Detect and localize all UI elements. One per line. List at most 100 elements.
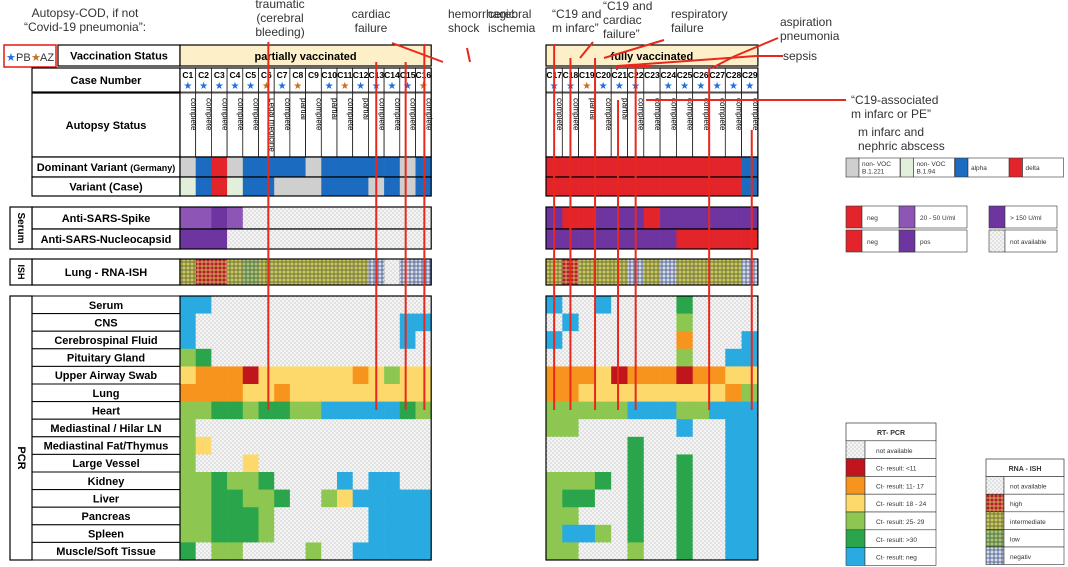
- pcr-cell: [195, 384, 212, 402]
- case-id: C8: [292, 70, 303, 80]
- pcr-cell: [611, 401, 628, 420]
- pcr-cell: [180, 296, 196, 314]
- pcr-cell: [643, 313, 661, 332]
- pcr-cell: [562, 542, 579, 561]
- ish-legend-label: high: [1010, 501, 1023, 508]
- pcr-cell: [305, 472, 322, 490]
- pcr-cell: [562, 436, 579, 455]
- lung-rna-ish-cell: [659, 258, 677, 286]
- anti-spike-cell: [578, 207, 596, 229]
- lung-rna-ish-cell: [242, 258, 259, 286]
- pcr-cell: [611, 296, 628, 314]
- pcr-cell: [643, 348, 661, 367]
- pcr-cell: [741, 401, 759, 420]
- case-id: C10: [321, 70, 337, 80]
- pcr-cell: [725, 524, 742, 543]
- pcr-cell: [242, 489, 259, 508]
- pcr-cell: [368, 419, 385, 438]
- pcr-cell: [180, 331, 196, 350]
- pcr-cell: [676, 524, 693, 543]
- pcr-cell: [643, 419, 661, 438]
- variant-case-cell: [242, 177, 259, 196]
- variant-case-cell: [741, 177, 759, 196]
- case-id: C20: [595, 70, 611, 80]
- anti-nucleocapsid-cell: [305, 229, 322, 249]
- autopsy-status-value: complete: [189, 98, 198, 131]
- pcr-cell: [578, 331, 596, 350]
- anti-spike-cell: [660, 207, 677, 229]
- pcr-cell: [352, 472, 369, 490]
- pcr-cell: [289, 348, 306, 367]
- pcr-cell: [643, 401, 661, 420]
- pcr-cell: [562, 472, 579, 490]
- pcr-cell: [725, 507, 742, 526]
- pcr-cell: [337, 366, 353, 385]
- ish-legend-label: intermediate: [1010, 519, 1046, 526]
- pcr-cell: [660, 507, 677, 526]
- pcr-cell: [337, 384, 353, 402]
- pcr-cell: [546, 401, 563, 420]
- pcr-cell: [368, 472, 385, 490]
- autopsy-status-value: complete: [751, 98, 760, 131]
- pcr-cell: [258, 296, 275, 314]
- pcr-tissue-label: Upper Airway Swab: [55, 370, 158, 382]
- pcr-cell: [562, 454, 579, 473]
- pcr-cell: [211, 454, 228, 473]
- pcr-cell: [305, 401, 322, 420]
- pcr-cell: [643, 454, 661, 473]
- pcr-cell: [352, 348, 369, 367]
- pcr-cell: [578, 313, 596, 332]
- az-star-icon: ★: [31, 52, 41, 64]
- pcr-cell: [594, 542, 612, 561]
- case-number-label: Case Number: [71, 75, 143, 87]
- pcr-cell: [321, 401, 338, 420]
- pcr-cell: [741, 472, 759, 490]
- serum-legend-na: not available: [1010, 239, 1047, 246]
- autopsy-status-value: complete: [555, 98, 564, 131]
- pcr-cell: [692, 366, 710, 385]
- pcr-cell: [242, 524, 259, 543]
- rtpcr-legend-label: Ct- result: 11- 17: [876, 483, 924, 490]
- pb-star-icon: ★: [729, 81, 738, 92]
- pcr-cell: [337, 348, 353, 367]
- variant-case-cell: [692, 177, 710, 196]
- sepsis-note: sepsis: [783, 49, 817, 63]
- pcr-cell: [211, 401, 228, 420]
- az-star-icon: ★: [340, 81, 349, 92]
- az-star-icon: ★: [262, 81, 271, 92]
- pcr-cell: [242, 331, 259, 350]
- autopsy-status-value: complete: [571, 98, 580, 131]
- dominant-variant-cell: [676, 157, 693, 177]
- autopsy-status-value: complete: [393, 98, 402, 131]
- pcr-cell: [368, 507, 385, 526]
- pcr-cell: [741, 296, 759, 314]
- pcr-cell: [415, 489, 432, 508]
- variant-case-label: Variant (Case): [69, 182, 143, 194]
- pcr-cell: [211, 366, 228, 385]
- pcr-cell: [337, 472, 353, 490]
- dominant-variant-cell: [692, 157, 710, 177]
- pcr-cell: [676, 489, 693, 508]
- dominant-variant-cell: [741, 157, 759, 177]
- pcr-cell: [643, 296, 661, 314]
- pcr-cell: [594, 296, 612, 314]
- pcr-cell: [741, 313, 759, 332]
- pb-star-icon: ★: [278, 81, 287, 92]
- pcr-cell: [660, 348, 677, 367]
- pcr-cell: [660, 454, 677, 473]
- pcr-cell: [676, 296, 693, 314]
- pcr-cell: [321, 296, 338, 314]
- pcr-cell: [321, 489, 338, 508]
- case-id: C6: [261, 70, 272, 80]
- autopsy-status-value: complete: [686, 98, 695, 131]
- dominant-variant-cell: [180, 157, 196, 177]
- dominant-variant-cell: [195, 157, 212, 177]
- anti-nucleocapsid-cell: [274, 229, 291, 249]
- pcr-cell: [627, 542, 645, 561]
- pcr-cell: [195, 507, 212, 526]
- lung-rna-ish-cell: [352, 258, 369, 286]
- dominant-variant-cell: [321, 157, 338, 177]
- anti-spike-cell: [741, 207, 759, 229]
- pcr-cell: [676, 366, 693, 385]
- anti-nucleocapsid-cell: [321, 229, 338, 249]
